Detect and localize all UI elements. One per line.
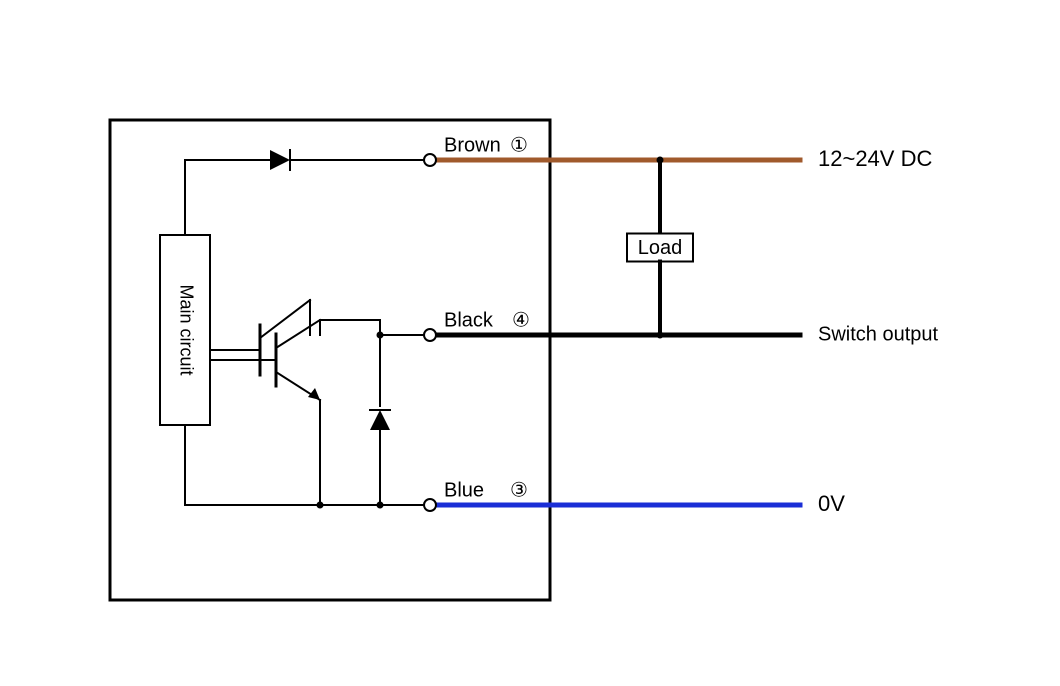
label-switch-output: Switch output xyxy=(818,323,939,345)
pin-blue: ③ xyxy=(510,479,528,501)
label-black: Black xyxy=(444,309,494,331)
label-blue: Blue xyxy=(444,479,484,501)
svg-text:Main circuit: Main circuit xyxy=(176,284,196,375)
pin-black: ④ xyxy=(512,309,530,331)
pin-brown: ① xyxy=(510,134,528,156)
svg-text:Load: Load xyxy=(638,237,683,259)
label-0v: 0V xyxy=(818,491,845,516)
label-vdc: 12~24V DC xyxy=(818,146,932,171)
label-brown: Brown xyxy=(444,134,501,156)
